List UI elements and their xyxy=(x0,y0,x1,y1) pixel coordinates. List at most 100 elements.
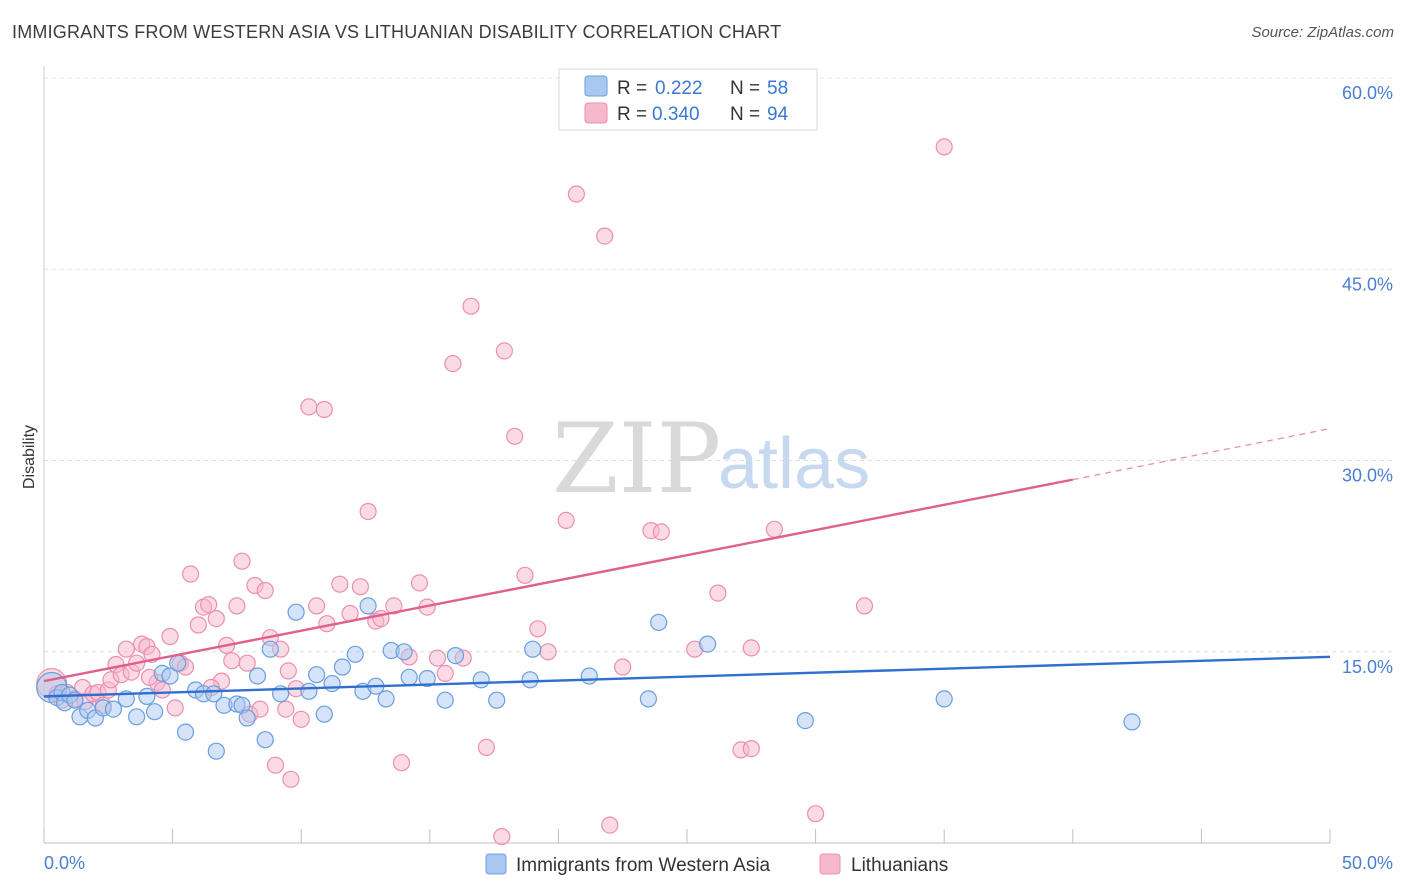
y-tick-label: 30.0% xyxy=(1342,466,1393,486)
western-asia-point xyxy=(524,640,542,658)
western-asia-point xyxy=(650,613,668,632)
lithuanians-point xyxy=(742,739,760,758)
western-asia-point xyxy=(418,669,436,688)
western-asia-point xyxy=(395,643,413,661)
chart-title: IMMIGRANTS FROM WESTERN ASIA VS LITHUANI… xyxy=(12,22,782,42)
western-asia-point xyxy=(488,691,506,709)
lithuanians-point xyxy=(410,574,429,592)
lithuanians-point xyxy=(153,681,171,699)
western-asia-point xyxy=(261,640,279,658)
lithuanians-point xyxy=(207,609,225,628)
lithuanians-point xyxy=(331,575,349,593)
legend-pink-r-label: R = xyxy=(617,104,647,125)
western-asia-point xyxy=(333,658,351,676)
western-asia-point xyxy=(639,690,658,708)
legend-blue-r-value: 0.222 xyxy=(655,78,703,99)
y-tick-label: 60.0% xyxy=(1342,83,1393,103)
legend-blue-n-value: 58 xyxy=(767,78,788,99)
western-asia-point xyxy=(400,668,418,686)
lithuanians-point xyxy=(223,652,241,670)
western-asia-point xyxy=(698,635,717,653)
lithuanians-point xyxy=(596,227,614,245)
western-asia-point xyxy=(446,646,465,665)
bottom-legend-blue-label: Immigrants from Western Asia xyxy=(516,855,771,876)
western-asia-point xyxy=(287,603,305,621)
lithuanians-point xyxy=(709,584,727,602)
western-asia-points xyxy=(36,597,1141,760)
lithuanians-point xyxy=(359,502,377,521)
western-asia-point xyxy=(580,667,598,685)
lithuanians-point xyxy=(300,398,318,416)
x-tick-label-min: 0.0% xyxy=(44,853,85,873)
lithuanians-point xyxy=(516,566,534,584)
trend-lines xyxy=(43,427,1331,698)
bottom-legend-pink-label: Lithuanians xyxy=(851,855,948,876)
lithuanians-point xyxy=(277,700,295,718)
western-asia-point xyxy=(146,703,164,721)
lithuanians-point xyxy=(436,664,454,683)
western-asia-point xyxy=(472,671,490,689)
lithuanians-point xyxy=(493,827,511,846)
lithuanians-point xyxy=(228,597,246,615)
western-asia-point xyxy=(300,682,318,700)
lithuanians-trend-extension xyxy=(1072,427,1331,481)
western-asia-point xyxy=(377,690,395,708)
axes-layer: 15.0% 30.0% 45.0% 60.0% xyxy=(43,66,1393,844)
lithuanians-point xyxy=(428,649,447,667)
lithuanians-point xyxy=(855,597,874,615)
lithuanians-point xyxy=(233,552,251,570)
lithuanians-point xyxy=(161,627,179,646)
lithuanians-point xyxy=(601,816,619,834)
series-legend: Immigrants from Western Asia Lithuanians xyxy=(485,853,948,876)
western-asia-point xyxy=(315,705,333,723)
western-asia-point xyxy=(176,723,195,741)
western-asia-point xyxy=(138,687,156,706)
correlation-legend: R = 0.222 N = 58 R = 0.340 N = 94 xyxy=(558,68,818,131)
y-tick-label: 15.0% xyxy=(1342,657,1393,677)
western-asia-point xyxy=(521,671,539,689)
western-asia-point xyxy=(205,685,223,703)
source-credit: Source: ZipAtlas.com xyxy=(1251,24,1394,41)
bottom-legend-swatch-pink xyxy=(819,853,841,875)
lithuanians-point xyxy=(238,654,256,672)
legend-pink-r-value: 0.340 xyxy=(652,104,700,125)
western-asia-point xyxy=(169,654,187,672)
western-asia-point xyxy=(161,667,179,685)
lithuanians-point xyxy=(282,770,300,788)
lithuanians-point xyxy=(200,595,218,614)
western-asia-point xyxy=(796,711,814,730)
lithuanians-point xyxy=(742,639,760,657)
watermark-atlas: atlas xyxy=(718,424,870,504)
western-asia-point xyxy=(935,690,953,708)
bottom-legend-swatch-blue xyxy=(485,853,507,875)
lithuanians-point xyxy=(308,597,326,615)
lithuanians-point xyxy=(385,597,403,615)
lithuanians-point xyxy=(477,738,495,757)
western-asia-point xyxy=(248,667,267,685)
western-asia-point xyxy=(436,691,454,709)
legend-blue-n-label: N = xyxy=(730,78,760,99)
lithuanians-point xyxy=(251,700,269,718)
lithuanians-point xyxy=(315,400,333,419)
western-asia-point xyxy=(128,708,146,726)
lithuanians-point xyxy=(462,297,480,315)
legend-pink-n-label: N = xyxy=(730,104,760,125)
lithuanians-point xyxy=(444,355,462,373)
lithuanians-point xyxy=(292,710,310,728)
lithuanians-point xyxy=(266,756,285,774)
lithuanians-point xyxy=(567,185,586,203)
lithuanians-point xyxy=(935,138,953,156)
lithuanians-point xyxy=(495,342,513,360)
western-asia-point xyxy=(104,700,123,718)
lithuanians-point xyxy=(392,754,411,772)
lithuanians-point xyxy=(557,511,575,530)
lithuanians-trend-line xyxy=(43,478,1074,683)
lithuanians-point xyxy=(189,616,207,634)
y-tick-label: 45.0% xyxy=(1342,274,1393,294)
western-asia-point xyxy=(359,597,377,615)
lithuanians-point xyxy=(117,640,135,658)
legend-swatch-blue xyxy=(584,75,608,97)
western-asia-point xyxy=(207,742,225,760)
lithuanians-point xyxy=(765,520,784,538)
lithuanians-point xyxy=(614,658,632,676)
